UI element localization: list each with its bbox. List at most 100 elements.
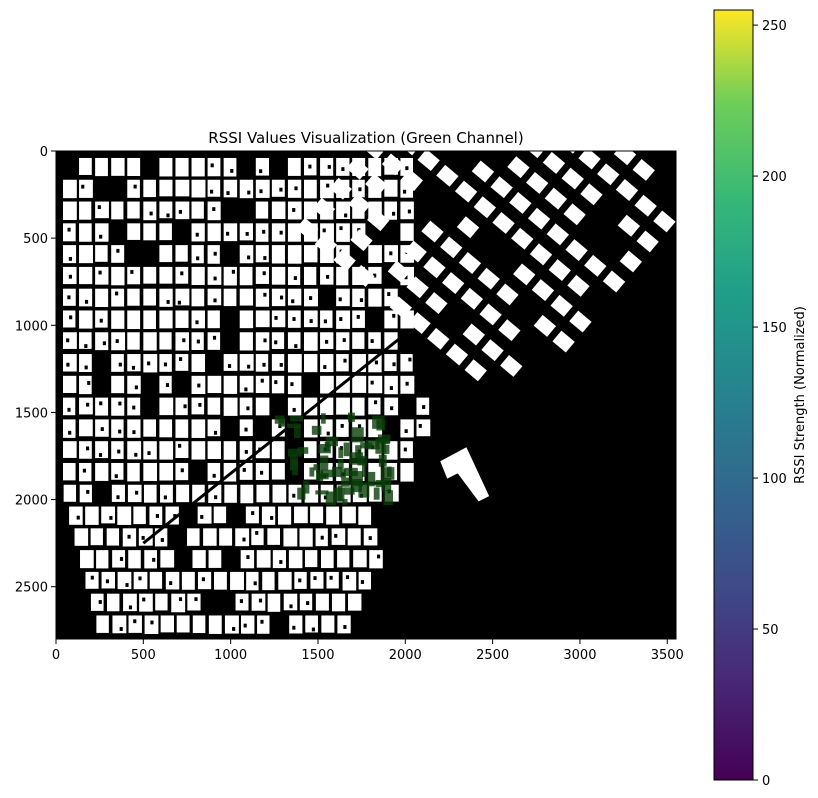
building [417,151,440,172]
building [352,264,375,287]
signal-cell [342,499,348,505]
building [513,263,536,286]
signal-cell [287,448,302,457]
colorbar-ticks: 0 50 100 150 200 250 [753,19,787,789]
building [159,179,173,197]
building [95,397,109,416]
building [191,441,206,460]
building [79,354,92,372]
building [492,212,515,234]
building [90,593,104,611]
building [353,550,367,568]
rssi-signal-overlay [274,412,395,506]
building [423,256,446,279]
building [203,528,217,546]
plot-frame [55,150,677,640]
courtyard [210,163,214,168]
building [336,223,350,242]
building [127,332,140,350]
building [336,288,350,307]
building [271,332,285,349]
courtyard [213,276,217,281]
building [240,615,255,634]
building [246,571,259,591]
building [636,230,659,253]
y-tick-label: 2000 [15,494,48,509]
courtyard [342,338,346,342]
building [271,441,285,460]
building [127,310,141,330]
courtyard [178,209,182,214]
building [304,550,318,568]
building [96,615,109,633]
building [127,179,140,198]
building [127,462,140,482]
building [62,354,77,372]
building [159,441,174,460]
building [175,179,190,197]
courtyard [196,339,200,344]
courtyard [99,318,103,323]
courtyard [279,187,283,192]
courtyard [125,583,129,587]
building [597,163,620,186]
courtyard [244,387,248,392]
building [315,593,329,611]
courtyard [263,256,267,260]
building [85,506,99,525]
courtyard [165,383,170,387]
building [381,153,405,176]
courtyard [323,495,328,500]
building [542,151,566,174]
building [160,550,175,568]
courtyard [67,227,71,232]
courtyard [343,625,347,629]
building [143,332,157,351]
courtyard [81,184,85,189]
courtyard [274,380,278,385]
courtyard [370,339,374,343]
building [143,310,156,330]
building [287,354,302,373]
building [95,288,109,307]
courtyard [247,364,251,369]
colorbar-tick-label: 150 [762,321,787,336]
y-tick-label: 500 [23,232,48,247]
signal-cell [351,427,364,443]
building [176,615,190,633]
courtyard [132,405,136,410]
courtyard [166,300,170,304]
building [294,506,308,524]
building [414,78,436,100]
building [320,179,334,199]
courtyard [180,271,184,276]
building [239,245,254,264]
building [133,506,146,525]
building [567,274,590,297]
courtyard [68,274,72,279]
building [207,310,220,329]
building [462,323,485,346]
courtyard [179,357,183,361]
building [127,201,140,219]
building [79,441,92,459]
building [207,397,221,415]
courtyard [198,402,202,407]
colorbar-gradient [713,9,754,781]
building [90,528,103,546]
signal-cell [348,412,355,422]
building [400,223,414,241]
building [255,266,269,284]
courtyard [326,183,330,188]
building [287,397,302,416]
building [421,220,444,243]
courtyard [270,516,274,520]
courtyard [374,360,378,365]
building [159,266,173,284]
courtyard [247,190,251,195]
signal-cell [337,485,343,502]
building [62,419,76,438]
building [219,528,233,546]
courtyard [247,255,251,260]
building [288,550,303,569]
